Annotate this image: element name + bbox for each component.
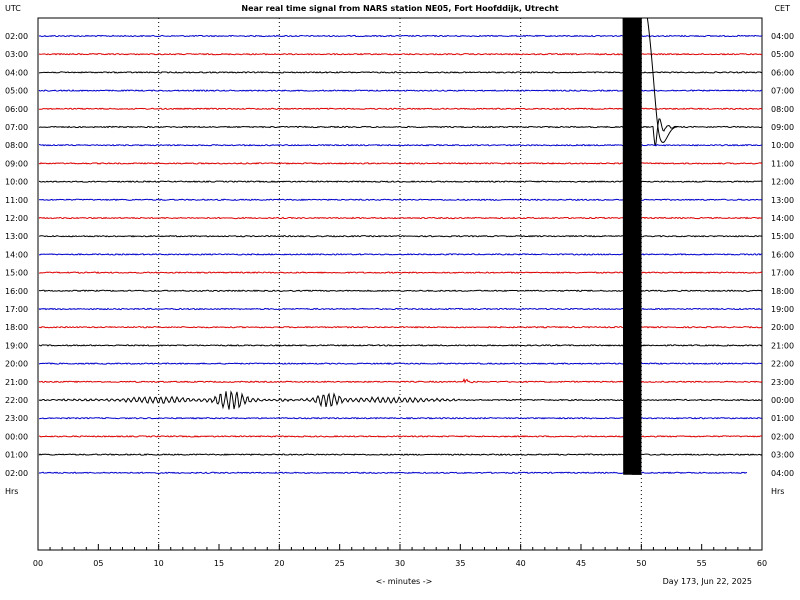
utc-hour-label: 08:00 [5, 141, 28, 150]
utc-hour-label: 15:00 [5, 269, 28, 278]
utc-hour-label: 10:00 [5, 178, 28, 187]
cet-hour-label: 15:00 [771, 232, 794, 241]
utc-hour-label: 02:00 [5, 469, 28, 478]
x-tick-label: 30 [395, 559, 405, 568]
utc-hour-label: 05:00 [5, 87, 28, 96]
utc-hour-label: 22:00 [5, 396, 28, 405]
x-tick-label: 00 [33, 559, 43, 568]
cet-hour-label: 05:00 [771, 50, 794, 59]
cet-hour-label: 04:00 [771, 32, 794, 41]
utc-hour-label: 23:00 [5, 414, 28, 423]
trace-row-19 [38, 362, 763, 365]
cet-hour-label: 19:00 [771, 305, 794, 314]
seismic-traces [38, 17, 763, 475]
trace-row-14 [38, 271, 763, 274]
utc-hour-label: 09:00 [5, 159, 28, 168]
x-tick-label: 25 [335, 559, 345, 568]
right-axis-footer: Hrs [771, 487, 784, 496]
utc-hour-label: 13:00 [5, 232, 28, 241]
cet-hour-label: 01:00 [771, 414, 794, 423]
cet-hour-label: 10:00 [771, 141, 794, 150]
trace-row-23 [38, 435, 763, 438]
x-tick-label: 10 [154, 559, 164, 568]
cet-hour-label: 11:00 [771, 159, 794, 168]
utc-hour-label: 20:00 [5, 360, 28, 369]
utc-hour-label: 00:00 [5, 432, 28, 441]
x-tick-label: 40 [516, 559, 526, 568]
utc-hour-label: 01:00 [5, 451, 28, 460]
x-tick-label: 45 [576, 559, 586, 568]
cet-hour-label: 13:00 [771, 196, 794, 205]
x-tick-label: 60 [757, 559, 767, 568]
trace-row-17 [38, 325, 763, 329]
trace-row-16 [38, 307, 763, 311]
x-tick-label: 20 [274, 559, 284, 568]
utc-hour-label: 17:00 [5, 305, 28, 314]
x-tick-label: 50 [636, 559, 646, 568]
x-tick-label: 15 [214, 559, 224, 568]
utc-hour-label: 02:00 [5, 32, 28, 41]
x-axis-ticks: 00 05 10 15 20 25 30 35 40 45 50 55 60 [33, 544, 767, 568]
date-label: Day 173, Jun 22, 2025 [663, 577, 752, 586]
trace-row-22 [38, 416, 763, 420]
cet-hour-label: 04:00 [771, 469, 794, 478]
hour-labels: 02:00 04:00 03:00 05:00 04:00 06:00 05:00 07:00… [5, 32, 794, 478]
cet-hour-label: 06:00 [771, 68, 794, 77]
cet-hour-label: 02:00 [771, 432, 794, 441]
utc-hour-label: 14:00 [5, 250, 28, 259]
utc-hour-label: 11:00 [5, 196, 28, 205]
utc-hour-label: 21:00 [5, 378, 28, 387]
cet-hour-label: 08:00 [771, 105, 794, 114]
cet-hour-label: 00:00 [771, 396, 794, 405]
trace-row-15 [38, 289, 763, 293]
cet-hour-label: 07:00 [771, 87, 794, 96]
utc-hour-label: 18:00 [5, 323, 28, 332]
cet-hour-label: 21:00 [771, 341, 794, 350]
left-axis-footer: Hrs [5, 487, 18, 496]
chart-title: Near real time signal from NARS station … [241, 4, 558, 13]
trace-row-18 [38, 344, 763, 347]
earthquake-saturation-band [631, 18, 642, 475]
trace-row-21 [38, 390, 763, 410]
utc-hour-label: 04:00 [5, 68, 28, 77]
utc-hour-label: 19:00 [5, 341, 28, 350]
utc-hour-label: 03:00 [5, 50, 28, 59]
right-axis-title: CET [774, 4, 790, 13]
cet-hour-label: 09:00 [771, 123, 794, 132]
trace-row-13 [38, 253, 763, 256]
trace-row-24 [38, 453, 763, 456]
x-tick-label: 05 [93, 559, 103, 568]
cet-hour-label: 23:00 [771, 378, 794, 387]
x-tick-label: 35 [455, 559, 465, 568]
trace-row-3 [38, 71, 763, 74]
trace-row-20 [38, 377, 763, 384]
utc-hour-label: 12:00 [5, 214, 28, 223]
cet-hour-label: 17:00 [771, 269, 794, 278]
earthquake-long-period-swing [646, 17, 678, 143]
utc-hour-label: 16:00 [5, 287, 28, 296]
cet-hour-label: 22:00 [771, 360, 794, 369]
cet-hour-label: 18:00 [771, 287, 794, 296]
cet-hour-label: 16:00 [771, 250, 794, 259]
utc-hour-label: 06:00 [5, 105, 28, 114]
x-axis-label: <- minutes -> [376, 577, 433, 586]
x-tick-label: 55 [697, 559, 707, 568]
utc-hour-label: 07:00 [5, 123, 28, 132]
cet-hour-label: 20:00 [771, 323, 794, 332]
cet-hour-label: 12:00 [771, 178, 794, 187]
cet-hour-label: 03:00 [771, 451, 794, 460]
left-axis-title: UTC [5, 4, 21, 13]
cet-hour-label: 14:00 [771, 214, 794, 223]
